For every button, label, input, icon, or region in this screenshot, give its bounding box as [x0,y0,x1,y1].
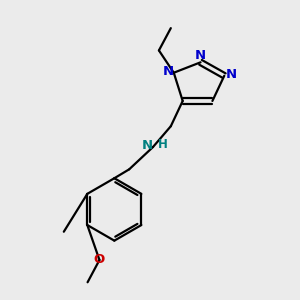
Text: O: O [94,254,105,266]
Text: N: N [225,68,236,81]
Text: N: N [142,139,153,152]
Text: H: H [158,138,167,151]
Text: N: N [163,65,174,78]
Text: N: N [195,49,206,62]
